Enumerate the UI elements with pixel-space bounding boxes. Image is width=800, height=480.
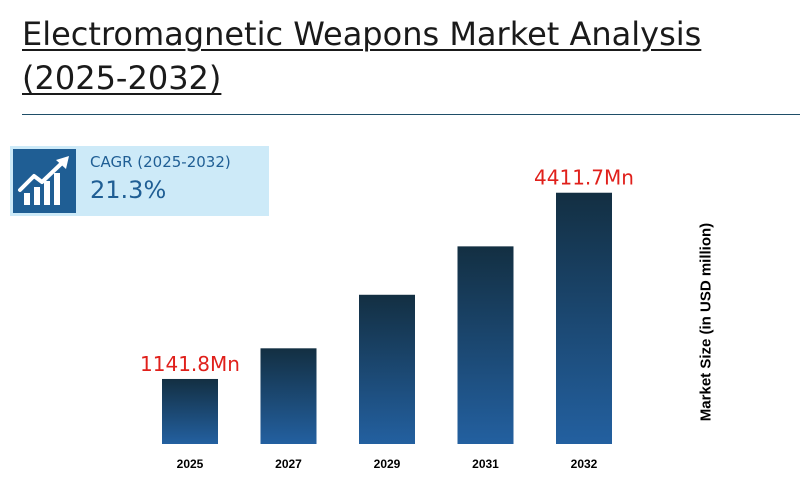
page-title: Electromagnetic Weapons Market Analysis … (22, 12, 701, 100)
x-tick-label-2032: 2032 (571, 457, 598, 471)
bar-2029 (359, 294, 415, 444)
bar-2031 (457, 246, 514, 444)
labels-layer: 2025 1141.8Mn 2027 2029 2031 2032 4411.7Mn (140, 166, 634, 471)
bar-2032 (556, 192, 612, 444)
bar-2027 (260, 348, 317, 444)
cagr-value: 21.3% (90, 176, 167, 204)
title-divider (22, 114, 800, 115)
bars-layer (162, 192, 612, 444)
data-label-2025: 1141.8Mn (140, 352, 240, 376)
bar-2025 (162, 378, 218, 444)
title-line-2: (2025-2032) (22, 59, 222, 97)
growth-chart-icon (13, 149, 76, 213)
y-axis-label: Market Size (in USD million) (697, 222, 715, 422)
title-line-1: Electromagnetic Weapons Market Analysis (22, 15, 702, 53)
data-label-2032: 4411.7Mn (534, 166, 634, 190)
growth-chart-icon-svg (18, 156, 69, 205)
cagr-callout: CAGR (2025-2032) 21.3% (10, 146, 269, 216)
x-tick-label-2031: 2031 (472, 457, 499, 471)
x-tick-label-2025: 2025 (177, 457, 204, 471)
cagr-label: CAGR (2025-2032) (90, 153, 231, 171)
x-tick-label-2027: 2027 (275, 457, 302, 471)
x-tick-label-2029: 2029 (374, 457, 401, 471)
